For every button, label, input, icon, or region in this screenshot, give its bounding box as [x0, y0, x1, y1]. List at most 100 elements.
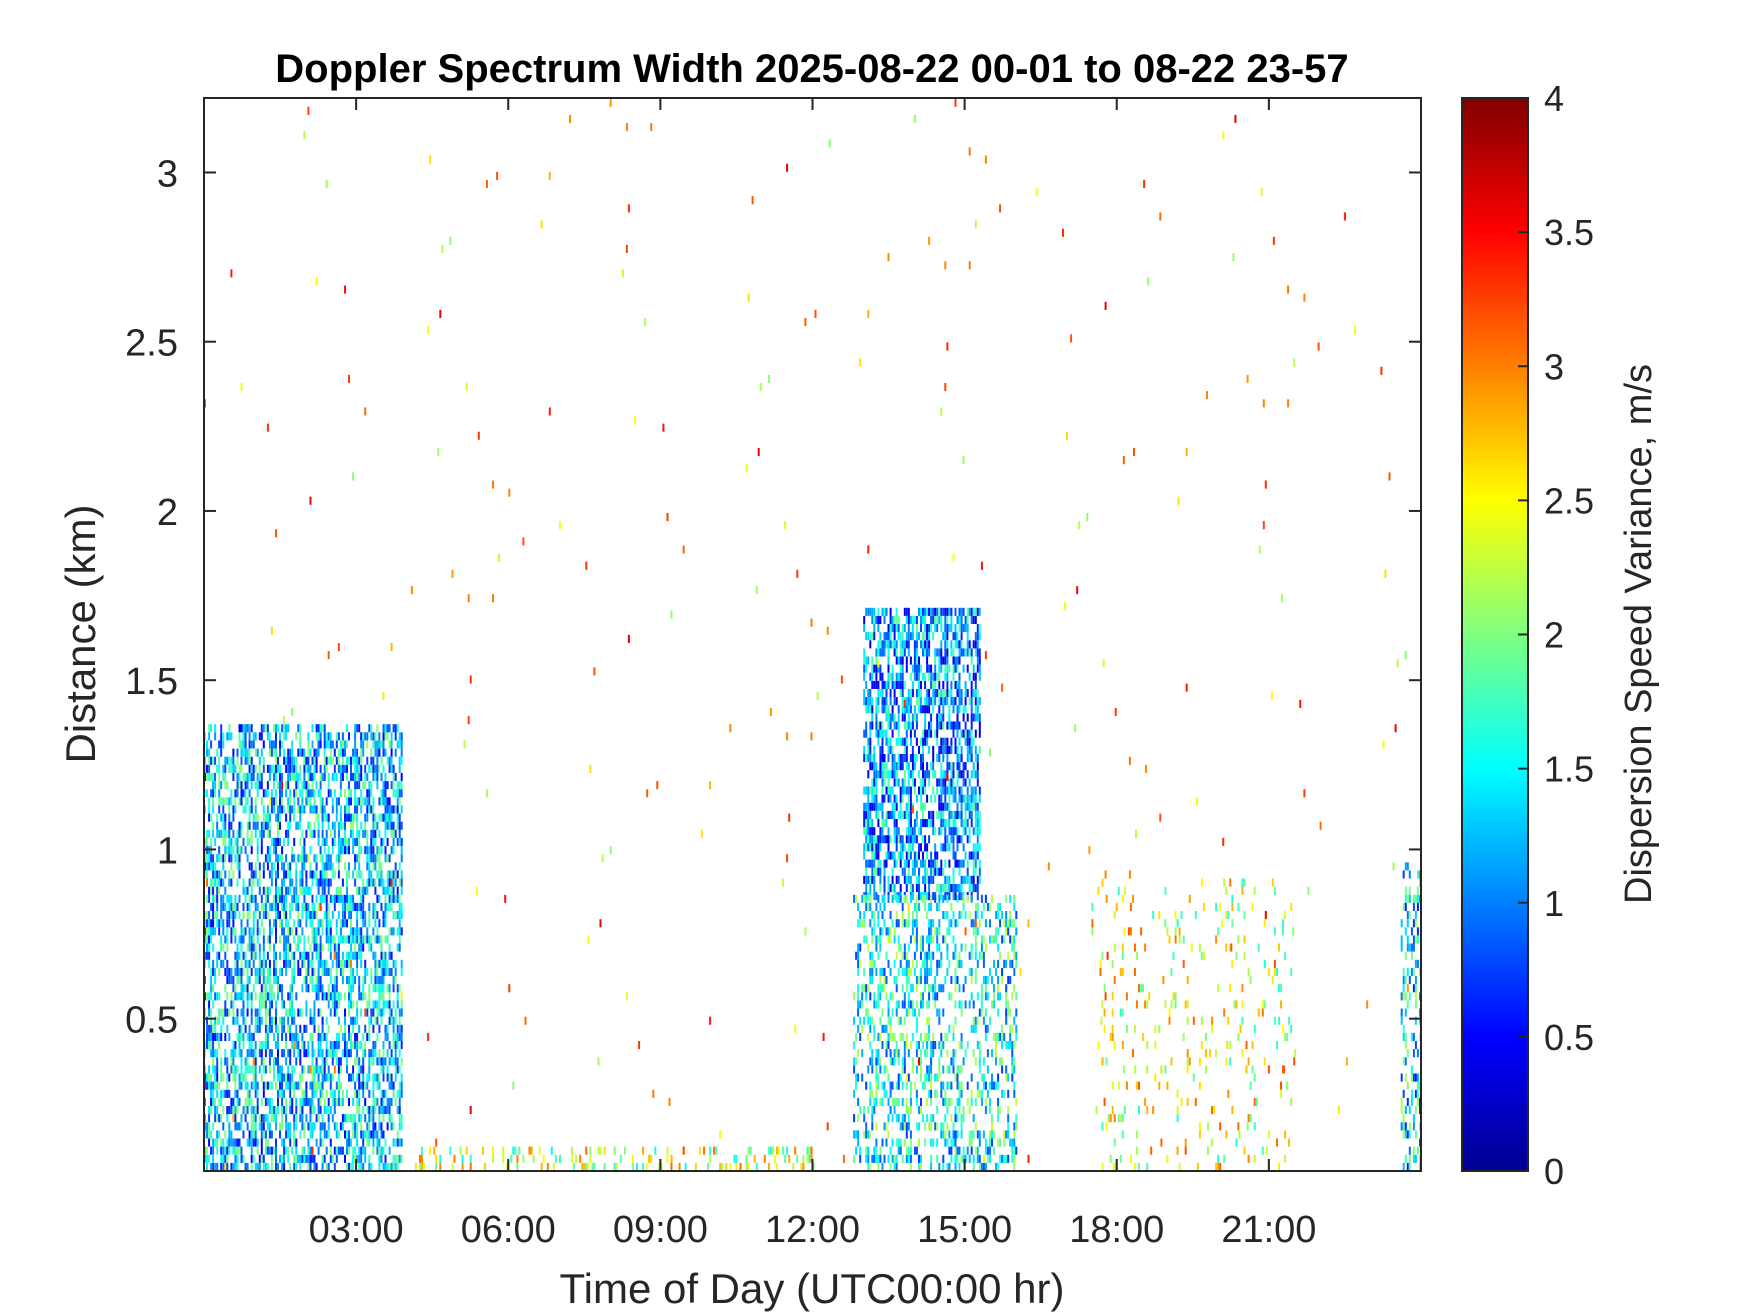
heatmap-cell	[307, 951, 310, 960]
heatmap-cell	[331, 870, 334, 879]
heatmap-cell	[903, 754, 906, 763]
heatmap-cell	[881, 672, 884, 681]
heatmap-cell	[348, 732, 350, 741]
heatmap-cell	[907, 648, 910, 657]
heatmap-cell	[360, 1114, 363, 1123]
heatmap-cell	[337, 837, 340, 846]
heatmap-cell	[350, 789, 352, 798]
heatmap-cell	[295, 870, 298, 879]
heatmap-cell	[266, 967, 269, 976]
heatmap-cell	[337, 764, 340, 773]
heatmap-cell	[968, 672, 971, 681]
heatmap-cell	[380, 813, 383, 822]
heatmap-cell	[398, 1024, 401, 1033]
heatmap-cell	[368, 1114, 371, 1123]
heatmap-cell	[889, 697, 892, 706]
heatmap-cell	[392, 805, 395, 814]
heatmap-cell	[922, 737, 924, 746]
heatmap-cell	[946, 607, 949, 616]
heatmap-cell	[897, 1049, 900, 1058]
heatmap-cell	[210, 1073, 213, 1082]
heatmap-cell	[260, 992, 263, 1001]
heatmap-cell	[364, 813, 367, 822]
heatmap-cell	[901, 867, 904, 876]
heatmap-cell	[905, 1122, 908, 1131]
heatmap-cell	[352, 894, 355, 903]
heatmap-cell	[964, 697, 967, 706]
heatmap-cell	[317, 1065, 320, 1074]
heatmap-cell	[368, 1024, 371, 1033]
heatmap-cell	[905, 1041, 908, 1050]
heatmap-cell	[915, 919, 918, 928]
heatmap-cell	[915, 672, 918, 681]
heatmap-cell	[360, 992, 363, 1001]
heatmap-cell	[335, 943, 338, 952]
heatmap-cell	[228, 967, 231, 976]
heatmap-cell	[932, 1138, 935, 1147]
heatmap-cell	[926, 976, 929, 985]
heatmap-cell	[325, 992, 328, 1001]
heatmap-cell	[307, 935, 310, 944]
heatmap-cell	[323, 846, 326, 855]
heatmap-cell	[928, 705, 931, 714]
heatmap-cell	[254, 1008, 257, 1017]
heatmap-cell	[857, 1073, 860, 1082]
heatmap-cell	[268, 1081, 271, 1090]
heatmap-cell	[386, 1065, 389, 1074]
heatmap-cell	[295, 862, 298, 871]
heatmap-cell	[362, 1089, 365, 1098]
heatmap-cell	[208, 1114, 211, 1123]
heatmap-cell	[869, 843, 872, 852]
heatmap-cell	[242, 724, 245, 733]
heatmap-cell	[346, 846, 348, 855]
heatmap-cell	[291, 1106, 294, 1115]
heatmap-cell	[867, 892, 870, 901]
heatmap-cell	[226, 959, 229, 968]
heatmap-cell	[907, 640, 910, 649]
heatmap-cell	[374, 1097, 377, 1106]
heatmap-cell	[875, 664, 878, 673]
heatmap-cell	[877, 835, 880, 844]
heatmap-cell	[390, 781, 393, 790]
heatmap-cell	[329, 1008, 332, 1017]
heatmap-cell	[869, 1162, 872, 1171]
heatmap-cell	[913, 640, 916, 649]
heatmap-cell	[208, 1008, 211, 1017]
heatmap-cell	[897, 1146, 900, 1155]
heatmap-cell	[386, 935, 389, 944]
heatmap-cell	[333, 1146, 336, 1155]
heatmap-cell	[210, 1016, 213, 1025]
heatmap-cell	[958, 607, 961, 616]
heatmap-cell	[877, 919, 880, 928]
heatmap-cell	[270, 1024, 273, 1033]
heatmap-cell	[370, 878, 373, 887]
heatmap-cell	[214, 1138, 217, 1147]
heatmap-cell	[368, 943, 371, 952]
heatmap-cell	[380, 846, 383, 855]
heatmap-cell	[901, 705, 904, 714]
heatmap-cell	[262, 1057, 265, 1066]
heatmap-cell	[869, 1097, 872, 1106]
heatmap-cell	[331, 1049, 334, 1058]
heatmap-cell	[962, 794, 965, 803]
heatmap-cell	[920, 1154, 922, 1163]
heatmap-cell	[325, 1041, 328, 1050]
heatmap-cell	[305, 1000, 308, 1009]
heatmap-cell	[386, 1073, 389, 1082]
heatmap-cell	[950, 786, 953, 795]
heatmap-cell	[875, 672, 878, 681]
heatmap-cell	[268, 764, 271, 773]
heatmap-cell	[325, 1106, 328, 1115]
heatmap-cell	[952, 656, 955, 665]
heatmap-cell	[918, 843, 920, 852]
heatmap-cell	[311, 1130, 314, 1139]
heatmap-cell	[926, 819, 929, 828]
heatmap-cell	[228, 1146, 231, 1155]
heatmap-cell	[895, 624, 898, 633]
heatmap-cell	[891, 754, 894, 763]
heatmap-cell	[333, 829, 336, 838]
heatmap-cell	[901, 851, 904, 860]
heatmap-cell	[948, 959, 951, 968]
heatmap-cell	[944, 843, 947, 852]
heatmap-cell	[327, 967, 330, 976]
